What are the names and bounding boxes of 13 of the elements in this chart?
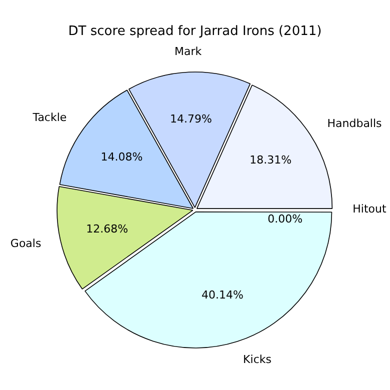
slice-label: Tackle <box>32 111 67 124</box>
data-label: 40.14% <box>201 288 244 302</box>
category-label: Hitout <box>352 202 386 216</box>
data-label: 18.31% <box>250 154 292 167</box>
slice-label: Mark <box>174 45 202 58</box>
slice-label: Goals <box>10 237 42 250</box>
text: 0.00% <box>268 212 303 226</box>
slice-label: Handballs <box>327 116 382 130</box>
slice-label: Kicks <box>243 352 272 366</box>
data-label: 14.79% <box>170 112 212 126</box>
data-label: 14.08% <box>100 150 143 164</box>
chart-title: DT score spread for Jarrad Irons (2011) <box>68 24 322 40</box>
data-label: 12.68% <box>86 222 128 236</box>
